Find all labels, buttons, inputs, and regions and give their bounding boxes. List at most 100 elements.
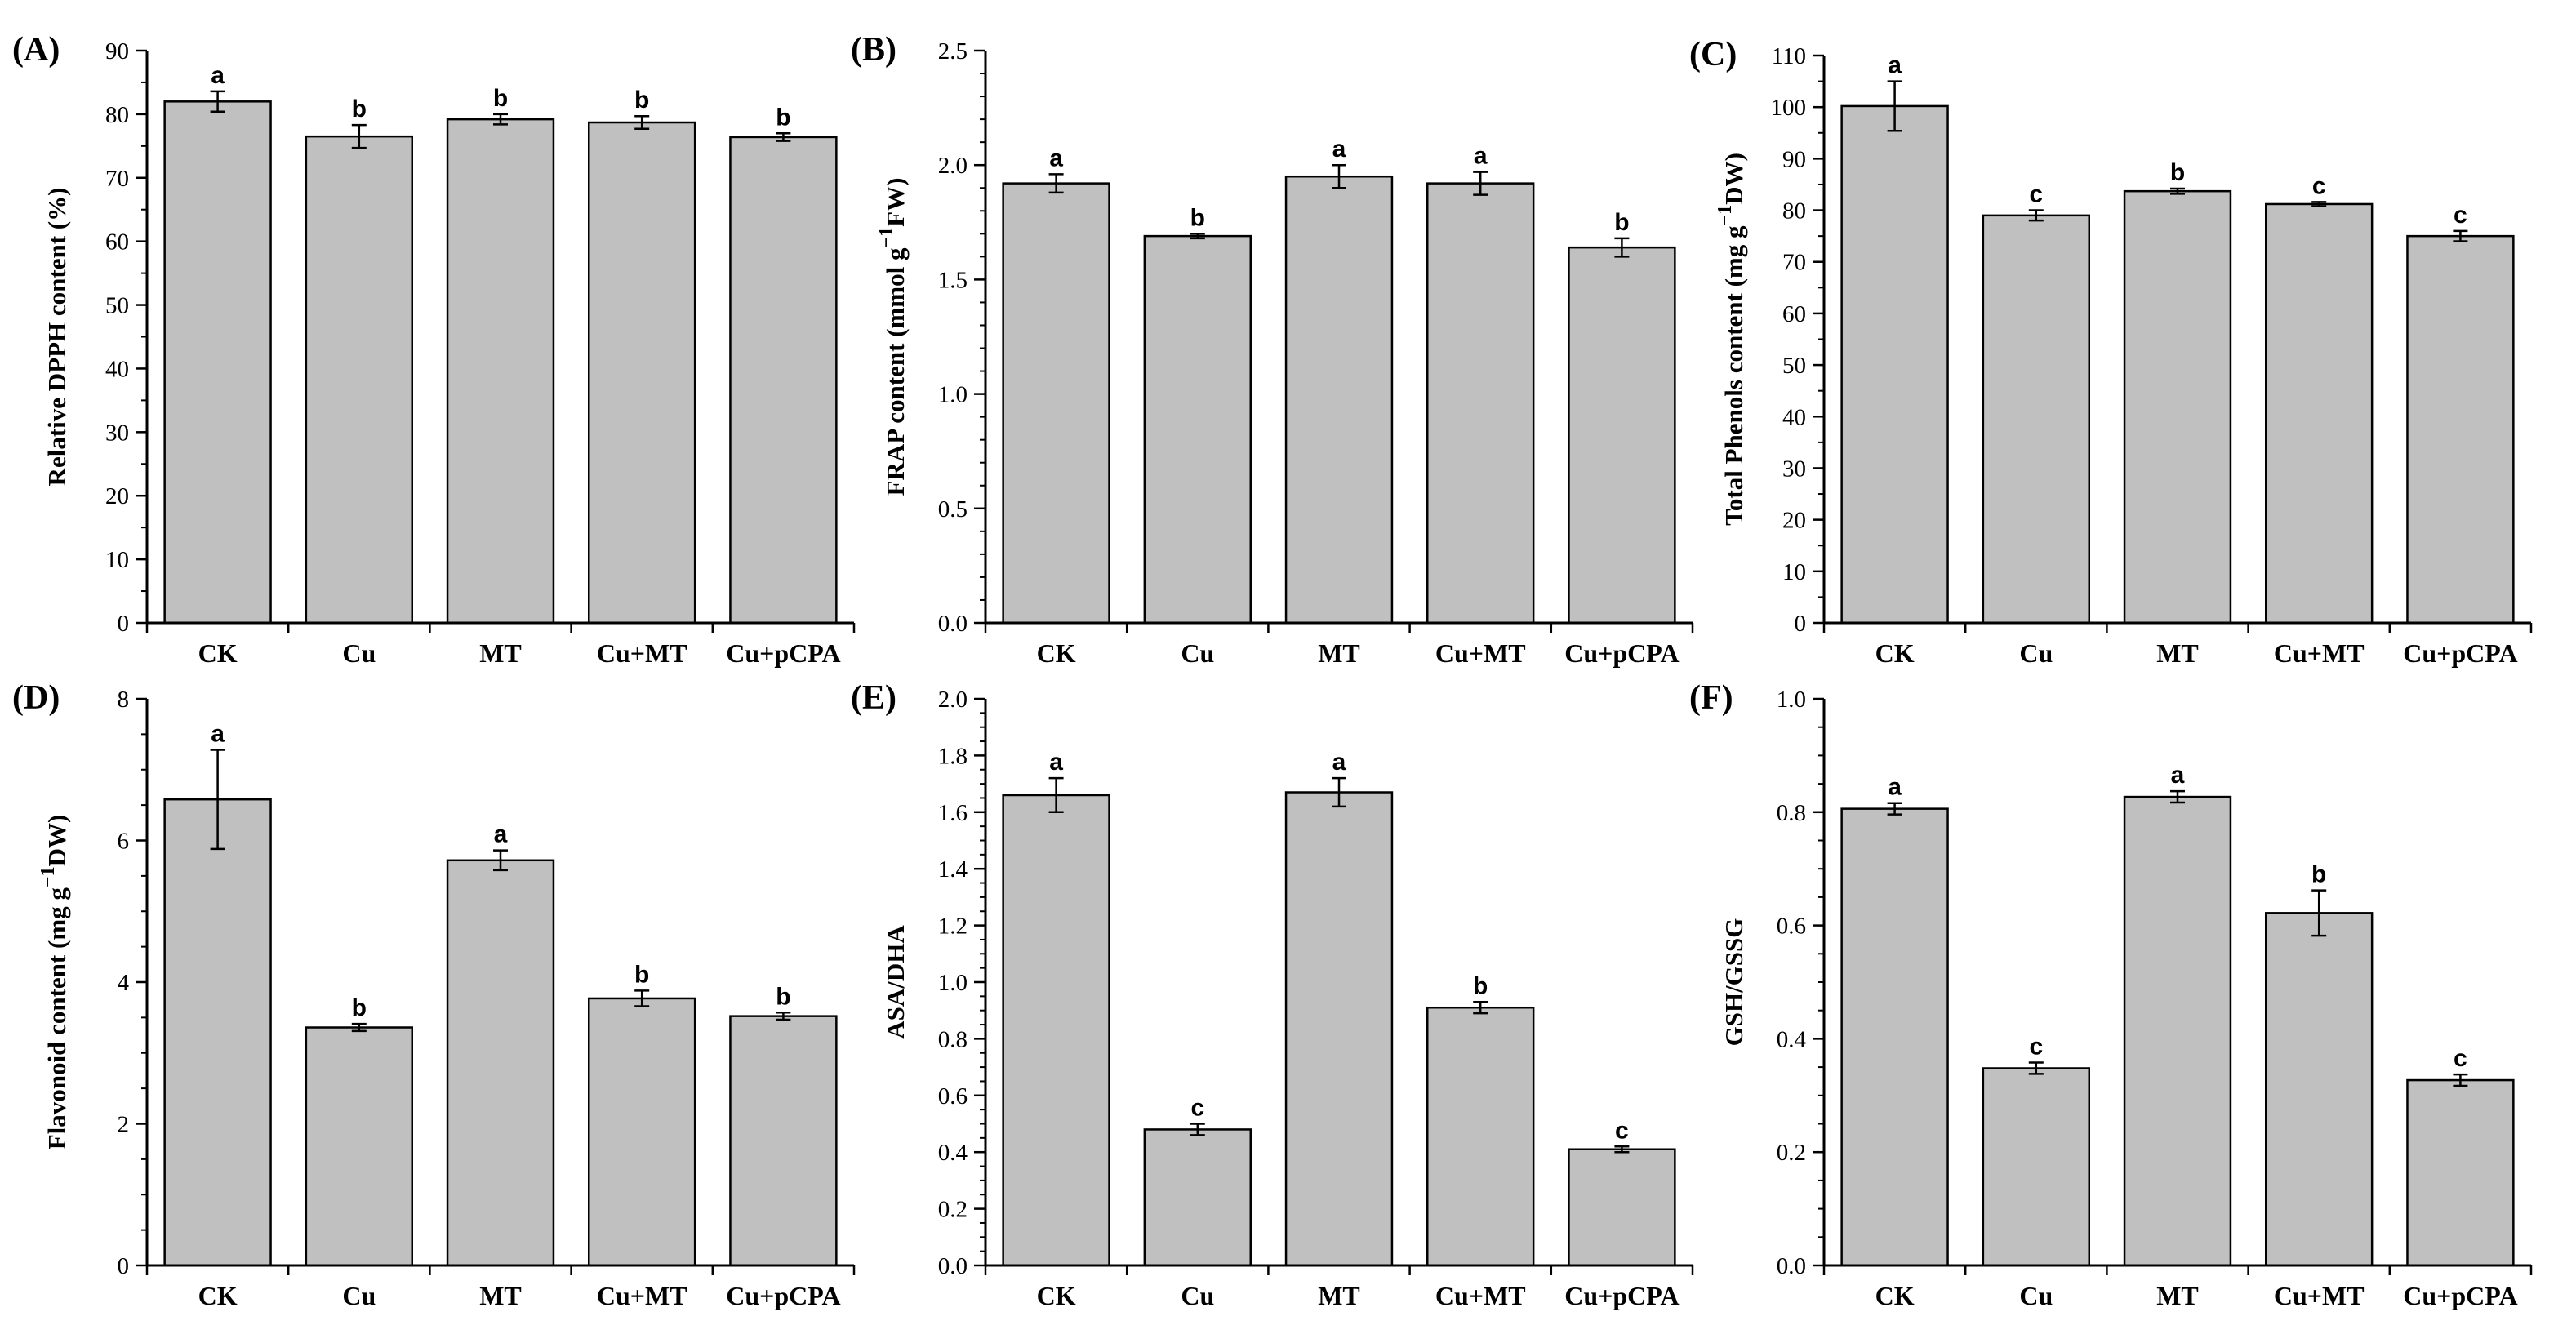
x-tick-label: CK [1037,638,1076,668]
y-tick-label: 60 [105,229,129,256]
x-tick-label: Cu+pCPA [1564,1281,1679,1310]
bar [1840,807,1949,1267]
bar [2123,795,2232,1267]
significance-label: b [2170,159,2185,186]
significance-label: b [352,96,367,122]
y-tick-label: 10 [105,547,129,573]
x-tick-label: Cu+pCPA [726,638,840,668]
bar [2265,202,2374,625]
y-tick-label: 0.8 [938,1026,968,1052]
error-bar [1190,233,1205,240]
error-bar [1048,776,1064,814]
bar [1982,1067,2091,1267]
x-tick-label: CK [198,1281,238,1310]
y-tick-label: 50 [1782,353,1806,379]
y-axis-title: Total Phenols content (mg g−1DW) [1715,153,1748,526]
error-bar [351,123,367,149]
error-bar [776,1012,791,1021]
x-tick-label: MT [2156,638,2199,668]
x-tick-label: Cu+pCPA [1564,638,1679,668]
x-tick-label: CK [1037,1281,1076,1310]
bar [446,118,555,625]
y-tick-label: 0.4 [938,1140,968,1166]
x-tick-label: MT [1318,1281,1360,1310]
bar [1426,182,1535,625]
error-bar [210,749,225,851]
significance-label: a [494,821,508,848]
y-tick-label: 0.2 [938,1197,968,1223]
y-tick-label: 80 [1782,198,1806,225]
x-tick-label: MT [1318,638,1360,668]
x-tick-label: Cu [2019,1281,2053,1310]
x-tick-label: MT [2156,1281,2199,1310]
y-axis-title-unit: DW) [42,815,71,867]
error-bar [1887,802,1902,816]
y-tick-label: 40 [1782,404,1806,430]
bar [1143,1128,1252,1267]
x-tick-label: Cu+pCPA [2403,638,2517,668]
significance-label: a [2171,762,2185,789]
error-bar [2170,789,2185,804]
bar [1568,1148,1676,1267]
y-tick-label: 0 [118,611,130,637]
significance-label: a [1888,52,1902,79]
error-bar [1614,1145,1630,1154]
bar [1002,182,1110,625]
chart-panel: (D) a CK b Cu a MT b Cu+MT b Cu+pCPA 0 2 4 6 8 Flavonoid… [12,679,856,1310]
significance-label: a [1332,136,1346,162]
error-bar [2028,209,2044,222]
y-tick-label: 100 [1771,95,1807,121]
y-tick-label: 1.0 [1777,687,1806,713]
error-bar [2028,1061,2044,1075]
significance-label: c [2029,181,2043,208]
bar [1568,246,1676,625]
significance-label: a [1049,749,1063,776]
y-tick-label: 80 [105,102,129,128]
bar [305,1026,413,1267]
error-bar [493,849,508,872]
x-tick-label: CK [1875,638,1915,668]
significance-label: a [1474,143,1488,170]
significance-label: c [2029,1034,2043,1061]
significance-label: b [493,85,508,112]
bar [163,100,272,625]
bar [163,798,272,1267]
y-axis-title-unit: DW) [1720,153,1748,205]
error-bar [1190,1123,1205,1136]
significance-label: c [2454,202,2467,229]
error-bar [1473,1001,1488,1015]
x-tick-label: Cu [1181,638,1214,668]
x-tick-label: Cu+MT [1435,638,1526,668]
significance-label: b [776,104,790,131]
y-axis-title-text: GSH/GSSG [1720,918,1748,1047]
error-bar [634,114,650,131]
y-tick-label: 0.2 [1777,1140,1806,1166]
bar [1284,791,1394,1267]
significance-label: b [776,983,790,1010]
y-axis-title-superscript: −1 [876,227,897,248]
panel-label: (D) [12,679,60,717]
bar [2406,234,2515,625]
y-tick-label: 10 [1782,559,1806,585]
y-axis-title: ASA/DHA [881,925,910,1039]
y-axis-title-superscript: −1 [1715,205,1736,226]
y-tick-label: 90 [1782,146,1806,172]
x-tick-label: MT [479,1281,522,1310]
error-bar [2453,1073,2468,1087]
error-bar [634,989,650,1007]
y-tick-label: 110 [1772,43,1806,69]
error-bar [493,113,508,126]
bar [2123,189,2232,625]
error-bar [1887,80,1902,132]
significance-label: b [352,994,367,1021]
y-tick-label: 0.6 [938,1083,968,1109]
significance-label: b [1190,204,1205,231]
panel-label: (B) [851,31,896,69]
y-tick-label: 0.0 [938,611,968,637]
significance-label: b [634,961,649,988]
y-tick-label: 8 [118,687,130,713]
x-tick-label: Cu+MT [2274,638,2365,668]
y-tick-label: 20 [105,483,129,509]
y-tick-label: 1.0 [938,970,968,996]
x-tick-label: Cu [1181,1281,1214,1310]
